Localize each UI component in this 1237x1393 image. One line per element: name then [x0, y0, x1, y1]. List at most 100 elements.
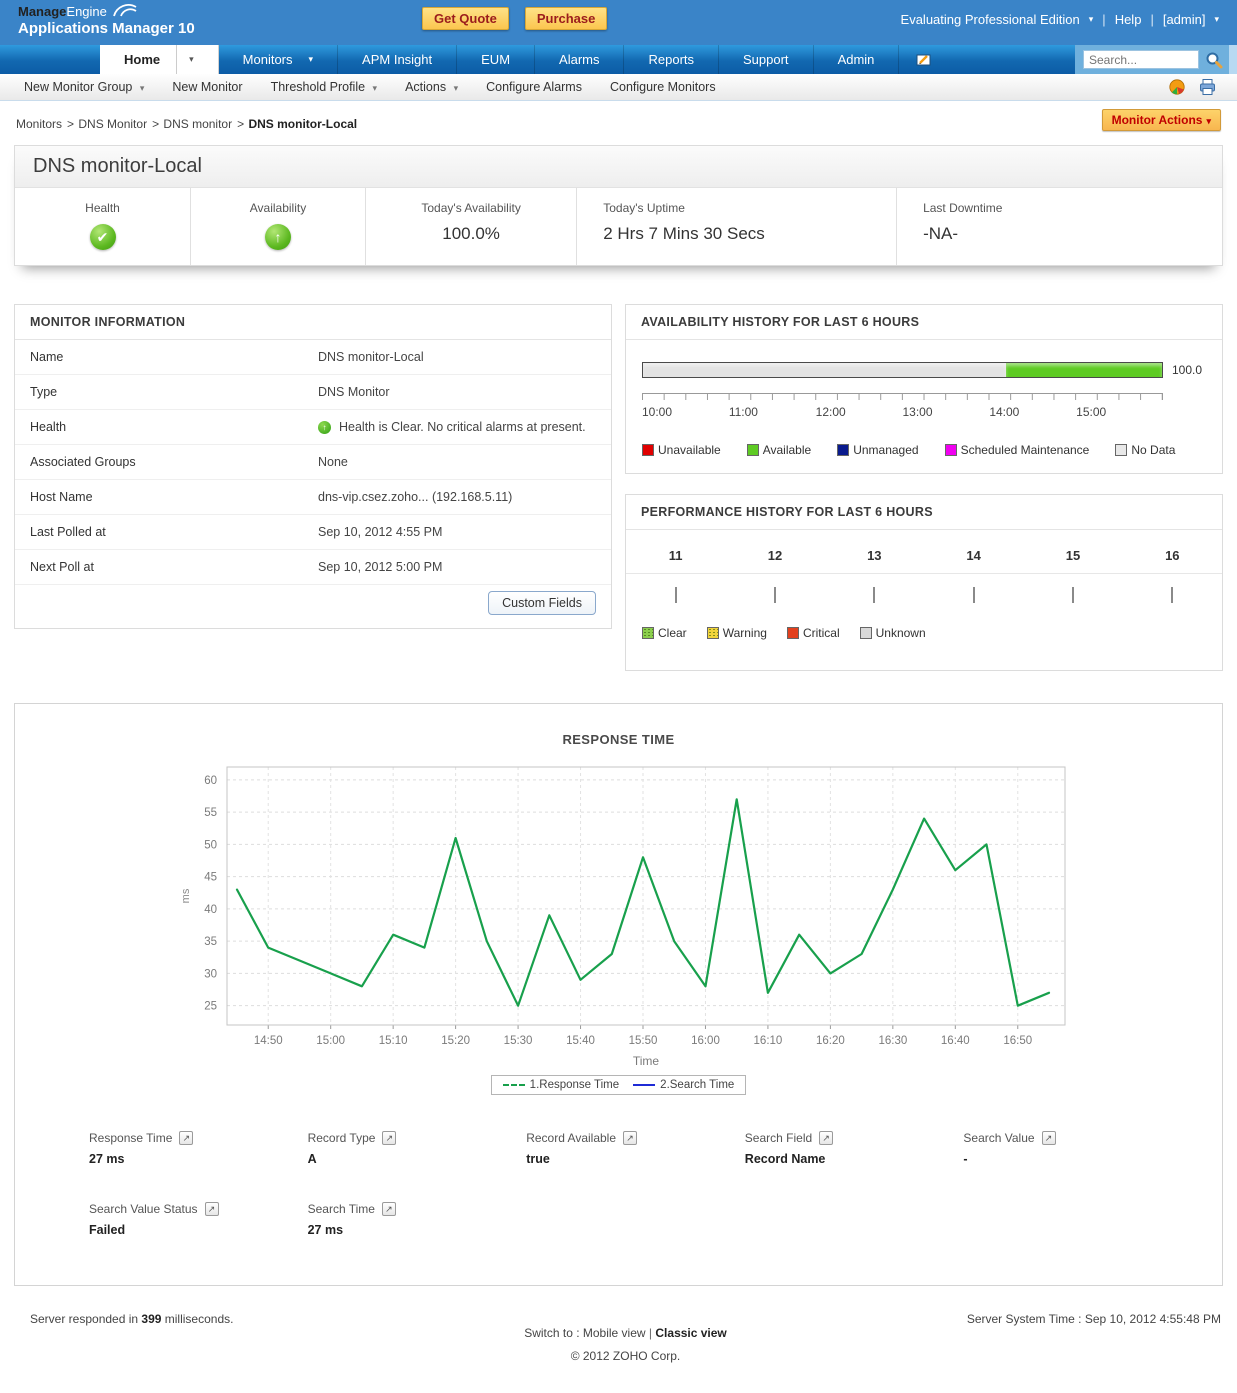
view-graph-icon[interactable]: ↗ [819, 1131, 834, 1145]
breadcrumb-link[interactable]: DNS monitor [163, 117, 233, 131]
panel-title: PERFORMANCE HISTORY FOR LAST 6 HOURS [626, 495, 1222, 530]
svg-text:15:40: 15:40 [566, 1035, 595, 1047]
toolbar-item-caret-icon [373, 83, 378, 93]
toolbar-item[interactable]: New Monitor [158, 80, 256, 94]
legend-label: No Data [1131, 443, 1176, 457]
view-graph-icon[interactable]: ↗ [179, 1131, 194, 1145]
attribute-label: Search Value [963, 1131, 1035, 1145]
pencil-edit-icon [916, 54, 931, 66]
stat-todays-availability: Today's Availability 100.0% [365, 188, 576, 265]
nav-tab[interactable]: Home [100, 45, 219, 74]
toolbar-item[interactable]: Configure Monitors [596, 80, 730, 94]
breadcrumb-link[interactable]: DNS Monitor [78, 117, 148, 131]
breadcrumb: Monitors DNS Monitor DNS monitor [16, 117, 248, 131]
toolbar-item-label: New Monitor Group [24, 80, 133, 94]
status-cell [626, 587, 725, 603]
help-link[interactable]: Help [1114, 12, 1142, 27]
info-label: Name [30, 350, 64, 364]
series-name: 2.Search Time [660, 1079, 735, 1091]
view-graph-icon[interactable]: ↗ [204, 1202, 219, 1216]
legend-color-chip [642, 444, 654, 456]
admin-caret-icon[interactable] [1214, 14, 1219, 25]
edit-shortcut[interactable] [899, 45, 949, 74]
view-graph-icon[interactable]: ↗ [1041, 1131, 1056, 1145]
edition-label[interactable]: Evaluating Professional Edition [900, 12, 1080, 27]
status-box[interactable] [972, 587, 975, 603]
attribute-item: Response Time ↗ 27 ms [89, 1131, 308, 1166]
server-system-time: Server System Time : Sep 10, 2012 4:55:4… [966, 1312, 1221, 1326]
nav-tab-label: Home [124, 52, 161, 67]
nav-tab[interactable]: Monitors [219, 45, 339, 74]
nav-tab-label: Monitors [242, 52, 293, 67]
attribute-label: Search Value Status [89, 1202, 198, 1216]
status-box[interactable] [1071, 587, 1074, 603]
nav-tab-caret-icon[interactable] [309, 54, 314, 65]
pie-chart-icon[interactable] [1168, 78, 1186, 96]
attribute-label: Search Time [307, 1202, 375, 1216]
availability-bar-segment[interactable] [643, 363, 1007, 377]
svg-text:60: 60 [204, 775, 217, 787]
panel-title: MONITOR INFORMATION [15, 305, 611, 340]
toolbar-item[interactable]: Threshold Profile [257, 80, 392, 94]
nav-tab[interactable]: EUM [457, 45, 536, 74]
admin-menu[interactable]: [admin] [1162, 12, 1206, 27]
series-line-swatch [502, 1084, 525, 1086]
legend-color-chip [746, 444, 759, 456]
custom-fields-button[interactable]: Custom Fields [488, 591, 596, 615]
search-icon[interactable] [1205, 51, 1223, 69]
nav-tab[interactable]: Support [719, 45, 814, 74]
nav-tab[interactable]: APM Insight [338, 45, 458, 74]
status-box[interactable] [873, 587, 876, 603]
separator [649, 1326, 652, 1340]
status-box[interactable] [674, 587, 677, 603]
breadcrumb-link[interactable]: Monitors [16, 117, 63, 131]
info-value: ↑ None [318, 455, 348, 469]
attributes-grid: Response Time ↗ 27 ms Record Type ↗ A Re… [89, 1131, 1182, 1237]
nav-tab[interactable]: Admin [814, 45, 900, 74]
classic-view-link[interactable]: Classic view [655, 1326, 727, 1340]
status-box[interactable] [773, 587, 776, 603]
summary-stats-row: Health ✔ Availability ↑ Today's Availabi… [15, 188, 1222, 265]
view-graph-icon[interactable]: ↗ [623, 1131, 638, 1145]
main-navigation-bar: Home Monitors APM Insight EUM Alarms [0, 45, 1237, 74]
breadcrumb-separator [67, 117, 74, 131]
availability-bar[interactable] [642, 362, 1163, 378]
nav-tab-label: Support [743, 52, 789, 67]
legend-item: Scheduled Maintenance [944, 443, 1089, 457]
breadcrumb-separator [152, 117, 159, 131]
get-quote-button[interactable]: Get Quote [422, 7, 509, 30]
toolbar-item-label: Configure Alarms [486, 80, 582, 94]
table-row: Host Name ↑ dns-vip.csez.zoho... (192.16… [15, 480, 611, 515]
status-box[interactable] [1171, 587, 1174, 603]
search-input[interactable] [1083, 50, 1199, 69]
legend-item: Unmanaged [837, 443, 919, 457]
view-graph-icon[interactable]: ↗ [382, 1131, 397, 1145]
top-right-links: Evaluating Professional Edition Help [ad… [901, 12, 1219, 27]
top-header-bar: ManageEngine Applications Manager 10 Get… [0, 0, 1237, 45]
toolbar-item-label: Actions [405, 80, 447, 94]
toolbar-item[interactable]: Configure Alarms [472, 80, 596, 94]
monitor-actions-button[interactable]: Monitor Actions [1101, 109, 1221, 131]
nav-tab-caret-icon[interactable] [176, 45, 194, 74]
attribute-label-row: Search Field ↗ [745, 1131, 964, 1145]
table-row: Health ↑ Health is Clear. No critical al… [15, 410, 611, 445]
stat-label: Last Downtime [923, 201, 1003, 215]
view-graph-icon[interactable]: ↗ [381, 1202, 396, 1216]
stat-health: Health ✔ [15, 188, 190, 265]
stat-last-downtime: Last Downtime -NA- [896, 188, 1222, 265]
health-status-icon: ↑ [318, 420, 331, 434]
nav-tab[interactable]: Reports [624, 45, 720, 74]
svg-text:25: 25 [204, 1001, 217, 1013]
mobile-view-link[interactable]: Switch to : Mobile view [524, 1326, 646, 1340]
info-value: ↑ Sep 10, 2012 5:00 PM [318, 560, 442, 574]
purchase-button[interactable]: Purchase [524, 7, 608, 30]
availability-time-ruler [642, 393, 1163, 400]
nav-tab[interactable]: Alarms [535, 45, 625, 74]
edition-caret-icon[interactable] [1089, 14, 1094, 25]
legend-item: Unavailable [642, 443, 721, 457]
toolbar-item[interactable]: Actions [391, 80, 472, 94]
print-icon[interactable] [1198, 78, 1217, 96]
info-label: Last Polled at [30, 525, 106, 539]
availability-bar-segment[interactable] [1006, 363, 1162, 377]
toolbar-item[interactable]: New Monitor Group [10, 80, 158, 94]
